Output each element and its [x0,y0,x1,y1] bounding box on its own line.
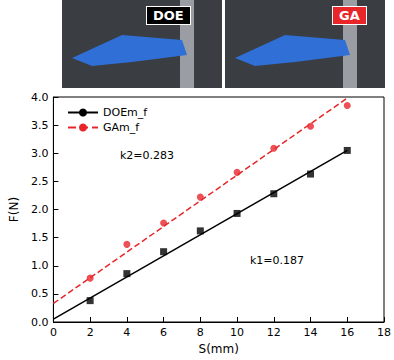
svg-text:4: 4 [123,326,130,339]
svg-text:GAm_f: GAm_f [103,121,140,134]
svg-text:4.0: 4.0 [31,91,49,104]
svg-text:1.0: 1.0 [31,259,49,272]
svg-text:3.5: 3.5 [31,119,49,132]
svg-text:0: 0 [50,326,57,339]
svg-text:8: 8 [197,326,204,339]
html-text:DOE: DOE [153,8,184,23]
svg-text:k2=0.283: k2=0.283 [120,149,174,162]
svg-text:10: 10 [230,326,244,339]
svg-text:k1=0.187: k1=0.187 [250,254,304,267]
svg-text:S(mm): S(mm) [199,342,239,356]
svg-text:16: 16 [340,326,354,339]
svg-text:F(N): F(N) [7,197,21,222]
svg-text:0.5: 0.5 [31,287,49,300]
svg-text:1.5: 1.5 [31,231,49,244]
svg-text:18: 18 [377,326,391,339]
svg-text:14: 14 [304,326,318,339]
svg-text:2: 2 [87,326,94,339]
svg-text:DOEm_f: DOEm_f [103,106,148,119]
svg-text:12: 12 [267,326,281,339]
svg-text:2.5: 2.5 [31,175,49,188]
svg-text:2.0: 2.0 [31,203,49,216]
svg-text:3.0: 3.0 [31,147,49,160]
svg-text:6: 6 [160,326,167,339]
html-text:GA: GA [339,8,360,23]
svg-text:0.0: 0.0 [31,316,49,329]
